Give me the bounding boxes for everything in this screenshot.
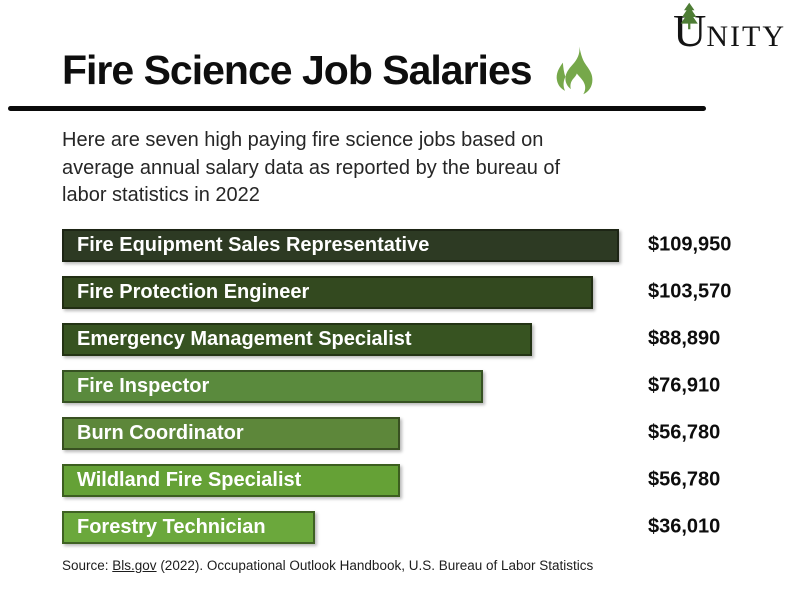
job-title-label: Fire Equipment Sales Representative xyxy=(77,233,430,256)
salary-value: $109,950 xyxy=(648,233,732,256)
salary-bar: Burn Coordinator xyxy=(62,416,400,450)
job-title-label: Burn Coordinator xyxy=(77,421,244,444)
bar-row: Fire Protection Engineer $103,570 xyxy=(62,275,760,309)
bar-row: Fire Inspector $76,910 xyxy=(62,369,760,403)
source-link[interactable]: Bls.gov xyxy=(112,557,157,573)
salary-bar: Fire Inspector xyxy=(62,369,483,403)
source-line: Source: Bls.gov (2022). Occupational Out… xyxy=(62,558,760,573)
bar-row: Emergency Management Specialist $88,890 xyxy=(62,322,760,356)
source-prefix: Source: xyxy=(62,557,113,573)
job-title-label: Emergency Management Specialist xyxy=(77,327,412,350)
salary-bar: Forestry Technician xyxy=(62,510,315,544)
salary-bar-chart: Fire Equipment Sales Representative $109… xyxy=(62,228,760,544)
salary-value: $56,780 xyxy=(648,468,721,491)
bar-row: Forestry Technician $36,010 xyxy=(62,510,760,544)
bar-row: Fire Equipment Sales Representative $109… xyxy=(62,228,760,262)
pine-tree-icon xyxy=(680,2,698,30)
source-suffix: (2022). Occupational Outlook Handbook, U… xyxy=(156,557,594,573)
salary-value: $36,010 xyxy=(648,515,721,538)
unity-logo-u: U xyxy=(673,2,706,54)
salary-bar: Emergency Management Specialist xyxy=(62,322,532,356)
job-title-label: Fire Protection Engineer xyxy=(77,280,310,303)
title-underline xyxy=(8,106,706,111)
salary-value: $76,910 xyxy=(648,374,721,397)
unity-logo: U NITY xyxy=(673,2,786,54)
salary-bar: Wildland Fire Specialist xyxy=(62,463,400,497)
flame-icon xyxy=(546,44,600,98)
job-title-label: Fire Inspector xyxy=(77,374,210,397)
job-title-label: Wildland Fire Specialist xyxy=(77,468,302,491)
title-row: Fire Science Job Salaries xyxy=(62,0,760,98)
salary-bar: Fire Equipment Sales Representative xyxy=(62,228,619,262)
salary-bar: Fire Protection Engineer xyxy=(62,275,593,309)
salary-value: $56,780 xyxy=(648,421,721,444)
unity-logo-text: NITY xyxy=(706,20,786,53)
bar-row: Burn Coordinator $56,780 xyxy=(62,416,760,450)
job-title-label: Forestry Technician xyxy=(77,515,266,538)
page-title: Fire Science Job Salaries xyxy=(62,47,533,94)
salary-value: $103,570 xyxy=(648,280,732,303)
subtitle-text: Here are seven high paying fire science … xyxy=(62,129,561,207)
bar-row: Wildland Fire Specialist $56,780 xyxy=(62,463,760,497)
salary-value: $88,890 xyxy=(648,327,721,350)
